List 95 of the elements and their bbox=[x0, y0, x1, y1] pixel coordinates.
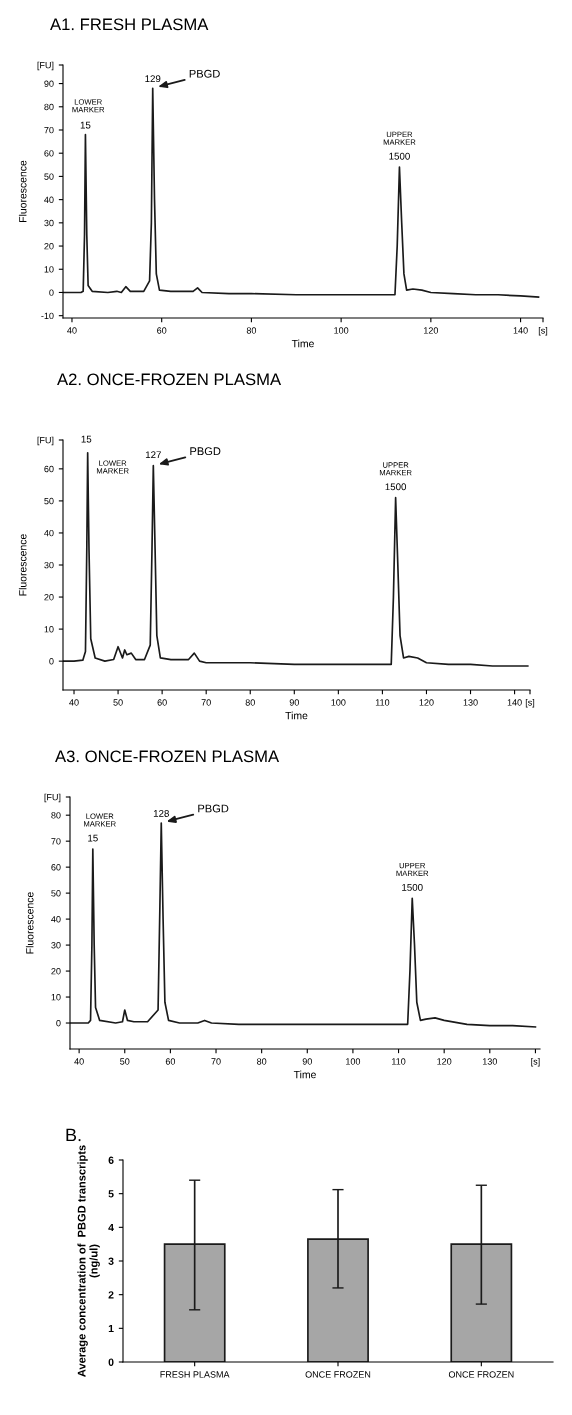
x-tick-label: 60 bbox=[165, 1058, 176, 1065]
x-tick-label: 80 bbox=[257, 1058, 267, 1065]
x-tick-label: 90 bbox=[289, 699, 299, 706]
x-tick-label: 70 bbox=[211, 1058, 221, 1065]
x-tick-label: 40 bbox=[67, 327, 77, 334]
y-tick-label: 2 bbox=[108, 1291, 114, 1299]
y-tick-label: 1 bbox=[108, 1324, 114, 1333]
y-tick-label: 0 bbox=[49, 289, 54, 296]
chart-title: A2. ONCE-FROZEN PLASMA bbox=[57, 373, 282, 386]
y-tick-label: 80 bbox=[51, 812, 61, 819]
line-series bbox=[63, 87, 540, 298]
y-tick-label: 0 bbox=[56, 1019, 61, 1027]
annotation: PBGD bbox=[198, 804, 229, 813]
y-tick-label: 20 bbox=[44, 243, 54, 250]
x-tick-label: 110 bbox=[375, 699, 390, 706]
x-axis-title: Time bbox=[291, 339, 314, 348]
y-tick-label: 40 bbox=[51, 916, 61, 923]
chart-title: A3. ONCE-FROZEN PLASMA bbox=[55, 750, 280, 763]
chart-title: B. bbox=[66, 1128, 81, 1142]
y-tick-label: 10 bbox=[51, 994, 61, 1001]
y-tick-label: 50 bbox=[44, 173, 54, 180]
y-tick-label: 5 bbox=[108, 1190, 114, 1198]
y-tick-label: 90 bbox=[44, 80, 54, 87]
annotation: 15 bbox=[88, 834, 98, 842]
y-tick-label: 40 bbox=[44, 529, 54, 537]
x-tick-label: ONCE FROZEN bbox=[448, 1371, 514, 1378]
y-tick-label: [FU] bbox=[44, 793, 61, 803]
x-tick-label: 80 bbox=[246, 327, 257, 334]
y-tick-label: 3 bbox=[108, 1257, 114, 1265]
x-tick-label: [s] bbox=[538, 327, 548, 336]
y-tick-label: 80 bbox=[44, 103, 54, 111]
y-tick-label: 40 bbox=[44, 196, 54, 203]
x-tick-label: 60 bbox=[157, 699, 167, 706]
y-tick-label: 30 bbox=[51, 942, 61, 949]
x-tick-label: FRESH PLASMA bbox=[160, 1371, 230, 1378]
x-tick-label: 90 bbox=[302, 1058, 312, 1065]
x-tick-label: 120 bbox=[437, 1058, 452, 1065]
x-tick-label: 120 bbox=[419, 699, 434, 706]
y-axis-title: Fluorescence bbox=[25, 892, 34, 954]
y-tick-label: [FU] bbox=[37, 436, 54, 446]
x-tick-label: [s] bbox=[525, 699, 535, 708]
x-tick-label: 110 bbox=[392, 1058, 406, 1065]
y-tick-label: 0 bbox=[49, 658, 54, 665]
y-tick-label: [FU] bbox=[37, 61, 54, 71]
annotation: 1500 bbox=[402, 883, 423, 891]
y-tick-label: 20 bbox=[51, 968, 61, 975]
x-tick-label: 120 bbox=[424, 327, 439, 334]
annotation: 128 bbox=[153, 810, 169, 817]
y-tick-label: 50 bbox=[44, 497, 54, 505]
annotation: 129 bbox=[145, 75, 161, 83]
annotation: 15 bbox=[81, 435, 92, 443]
y-tick-label: 60 bbox=[44, 150, 54, 157]
y-tick-label: 10 bbox=[44, 626, 54, 633]
y-tick-label: 50 bbox=[51, 890, 61, 897]
y-tick-label: 30 bbox=[44, 561, 54, 569]
x-tick-label: 50 bbox=[113, 699, 123, 706]
y-tick-label: 70 bbox=[51, 838, 61, 845]
y-axis-title: Average concentration of PBGD transcripts (ng/ul) bbox=[77, 1145, 100, 1377]
chart-title: A1. FRESH PLASMA bbox=[50, 18, 209, 31]
y-tick-label: 20 bbox=[44, 594, 54, 601]
x-axis-title: Time bbox=[285, 711, 308, 720]
x-tick-label: 140 bbox=[513, 327, 528, 334]
annotation: 1500 bbox=[385, 483, 407, 491]
x-tick-label: 130 bbox=[463, 699, 478, 706]
x-tick-label: 60 bbox=[157, 327, 167, 334]
y-tick-label: 0 bbox=[108, 1358, 114, 1366]
y-tick-label: 10 bbox=[44, 266, 54, 273]
x-tick-label: 70 bbox=[201, 699, 211, 706]
x-tick-label: 130 bbox=[482, 1058, 497, 1065]
y-tick-label: 4 bbox=[108, 1223, 114, 1232]
x-axis-title: Time bbox=[293, 1070, 316, 1079]
annotation: 15 bbox=[80, 121, 91, 129]
annotation: PBGD bbox=[190, 447, 221, 456]
x-tick-label: [s] bbox=[531, 1058, 540, 1067]
y-tick-label: -10 bbox=[41, 312, 54, 320]
x-tick-label: ONCE FROZEN bbox=[305, 1371, 371, 1378]
x-tick-label: 40 bbox=[74, 1058, 84, 1065]
y-tick-label: 60 bbox=[44, 465, 54, 473]
y-tick-label: 6 bbox=[108, 1156, 114, 1164]
annotation: 127 bbox=[145, 451, 161, 459]
y-axis-title: Fluorescence bbox=[18, 160, 27, 222]
y-axis-title: Fluorescence bbox=[18, 534, 27, 596]
y-tick-label: 60 bbox=[51, 864, 61, 871]
x-tick-label: 140 bbox=[507, 699, 522, 706]
x-tick-label: 100 bbox=[346, 1058, 361, 1065]
x-tick-label: 100 bbox=[331, 699, 346, 706]
y-tick-label: 70 bbox=[44, 126, 54, 134]
x-tick-label: 40 bbox=[69, 699, 79, 706]
x-tick-label: 50 bbox=[120, 1058, 130, 1065]
x-tick-label: 100 bbox=[334, 327, 349, 334]
y-tick-label: 30 bbox=[44, 219, 54, 227]
annotation: PBGD bbox=[189, 69, 220, 78]
annotation: 1500 bbox=[389, 152, 410, 160]
line-series bbox=[70, 822, 537, 1028]
x-tick-label: 80 bbox=[245, 699, 255, 706]
